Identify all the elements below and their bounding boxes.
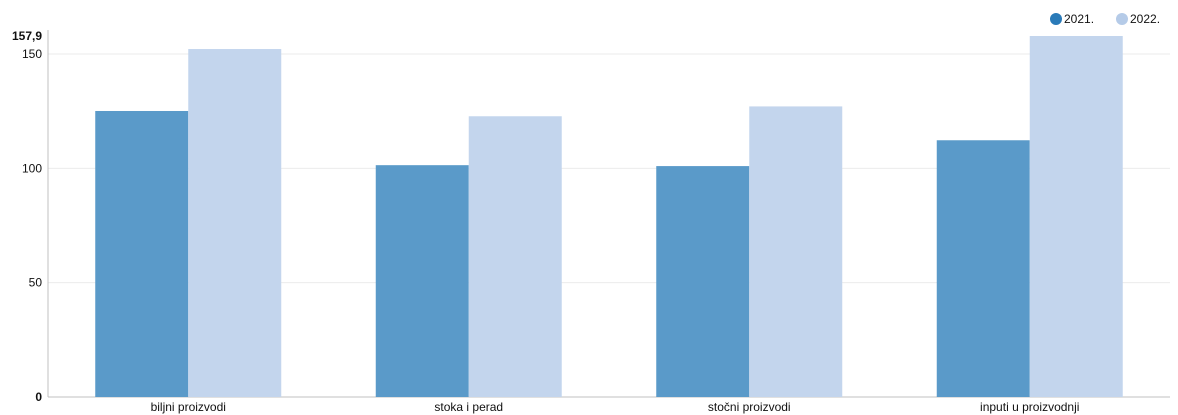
y-tick-label: 157,9: [12, 29, 42, 43]
y-tick-label: 50: [29, 276, 43, 290]
y-tick-label: 150: [22, 47, 42, 61]
x-tick-label: inputi u proizvodnji: [980, 400, 1079, 414]
x-tick-label: biljni proizvodi: [151, 400, 226, 414]
bar-2022-2: [749, 106, 843, 397]
x-tick-label: stoka i perad: [434, 400, 503, 414]
bar-2022-3: [1029, 36, 1123, 397]
legend-marker-0: [1050, 13, 1062, 25]
bar-2022-1: [468, 116, 562, 398]
bar-2021-1: [375, 165, 469, 397]
y-tick-label: 0: [35, 390, 42, 404]
legend-label: 2021.: [1064, 12, 1094, 26]
x-tick-label: stočni proizvodi: [708, 400, 791, 414]
y-tick-label: 100: [22, 161, 42, 175]
bar-2021-0: [95, 110, 189, 398]
bar-2021-3: [936, 140, 1030, 397]
bar-2021-2: [656, 166, 750, 397]
legend-marker-1: [1116, 13, 1128, 25]
bar-2022-0: [188, 49, 282, 397]
legend-label: 2022.: [1130, 12, 1160, 26]
